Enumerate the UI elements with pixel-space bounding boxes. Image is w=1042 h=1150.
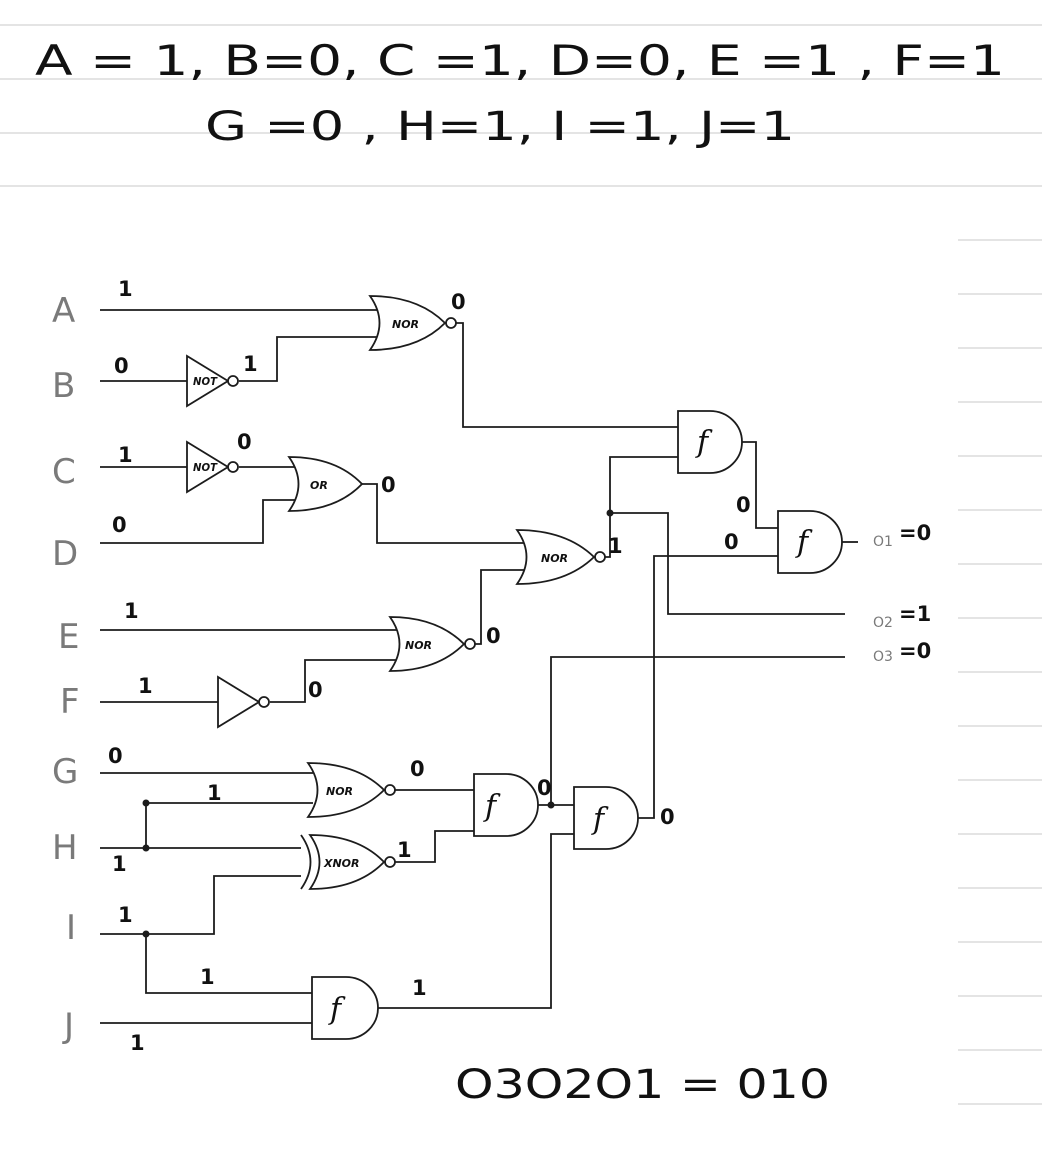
value-and-gh-out: 0 (537, 776, 552, 800)
notebook-lines (0, 24, 1042, 1105)
value-and-top-out: 0 (736, 493, 751, 517)
input-label-i: I (66, 908, 76, 948)
output-value-o3: =0 (899, 639, 931, 663)
input-label-a: A (52, 291, 75, 331)
input-label-e: E (58, 617, 79, 657)
header-line-2: G =0 , H=1, I =1, J=1 (205, 104, 795, 150)
output-value-o1: =0 (899, 521, 931, 545)
value-nor-gh-out: 0 (410, 757, 425, 781)
xnor-gate-hi-tag: XNOR (323, 857, 360, 870)
input-label-h: H (52, 828, 78, 868)
value-c: 1 (118, 443, 133, 467)
or-gate-cd: OR (287, 456, 364, 512)
value-a: 1 (118, 277, 133, 301)
input-values: 1 0 1 0 1 1 0 1 1 1 (108, 277, 153, 1055)
output-value-o2: =1 (899, 602, 931, 626)
result-equation: O3O2O1 = 010 (455, 1062, 830, 1108)
value-and-o3-out: 0 (660, 805, 675, 829)
value-d: 0 (112, 513, 127, 537)
not-gate-c: NOT (186, 440, 239, 494)
nor-gate-mid-tag: NOR (541, 552, 568, 565)
value-e: 1 (124, 599, 139, 623)
outputs: O1 =0 O2 =1 O3 =0 (873, 521, 931, 665)
nor-gate-gh-tag: NOR (326, 785, 353, 798)
or-gate-cd-tag: OR (310, 479, 328, 492)
value-b: 0 (114, 354, 129, 378)
header-line-1: A = 1, B=0, C =1, D=0, E =1 , F=1 (35, 36, 1005, 85)
and-gate-gh: f (473, 773, 539, 837)
input-labels: A B C D E F G H I J (52, 291, 80, 1046)
input-label-f: F (60, 682, 80, 722)
value-xnor-hi-out: 1 (397, 838, 412, 862)
nor-gate-ef: NOR (388, 616, 476, 672)
value-nor-mid-out: 1 (608, 534, 623, 558)
value-h-branch: 1 (207, 781, 222, 805)
wires (100, 309, 858, 1024)
value-nor-ab-out: 0 (451, 290, 466, 314)
nor-gate-ab-tag: NOR (392, 318, 419, 331)
nor-gate-mid: NOR (515, 529, 606, 585)
value-not-f-out: 0 (308, 678, 323, 702)
not-gate-c-tag: NOT (193, 461, 218, 474)
not-gate-f (217, 675, 270, 729)
value-or-cd-out: 0 (381, 473, 396, 497)
value-nor-ef-out: 0 (486, 624, 501, 648)
output-label-o3: O3 (873, 649, 893, 665)
value-not-c-out: 0 (237, 430, 252, 454)
nor-gate-ab: NOR (368, 295, 457, 351)
value-not-b-out: 1 (243, 352, 258, 376)
value-h: 1 (112, 852, 127, 876)
input-label-j: J (62, 1006, 74, 1046)
value-i: 1 (118, 903, 133, 927)
value-j: 1 (130, 1031, 145, 1055)
and-gate-ij: f (311, 976, 379, 1040)
not-gate-b-tag: NOT (193, 375, 218, 388)
value-f: 1 (138, 674, 153, 698)
value-and-o1-in: 0 (724, 530, 739, 554)
input-label-g: G (52, 752, 78, 792)
xnor-gate-hi: XNOR (300, 834, 396, 890)
gate-output-values: 0 1 0 0 1 0 0 0 0 0 1 1 0 0 1 1 (200, 290, 751, 1000)
output-label-o1: O1 (873, 534, 893, 550)
value-g: 0 (108, 744, 123, 768)
nor-gate-ef-tag: NOR (405, 639, 432, 652)
input-label-c: C (52, 452, 76, 492)
value-i-branch: 1 (200, 965, 215, 989)
and-gate-o1: f (777, 510, 843, 574)
and-gate-top: f (677, 410, 743, 474)
value-and-ij-out: 1 (412, 976, 427, 1000)
output-label-o2: O2 (873, 615, 893, 631)
junction-dots (142, 509, 614, 938)
input-label-d: D (52, 534, 78, 574)
input-label-b: B (52, 366, 75, 406)
not-gate-b: NOT (186, 354, 239, 408)
and-gate-o3: f (573, 786, 639, 850)
nor-gate-gh: NOR (306, 762, 396, 818)
